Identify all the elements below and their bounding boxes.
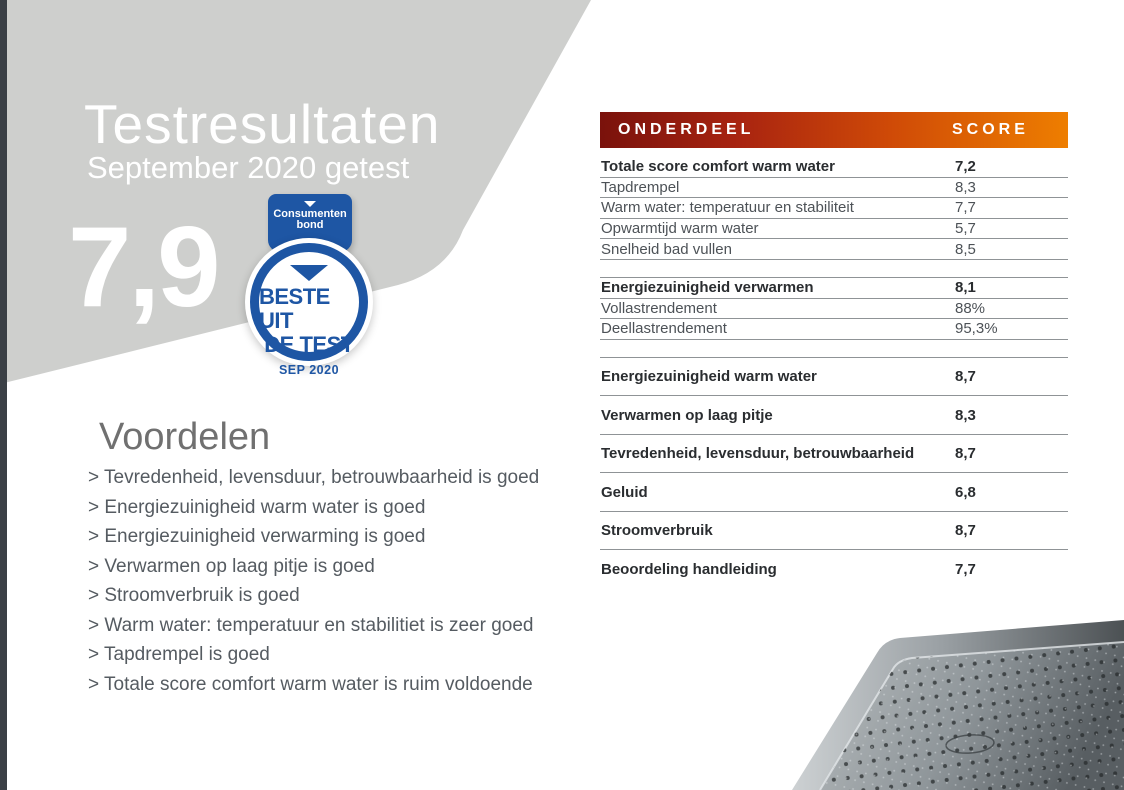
table-body: Totale score comfort warm water 7,2 Tapdre… <box>600 157 1068 588</box>
header-onderdeel: ONDERDEEL <box>618 121 755 138</box>
row-label: Vollastrendement <box>601 299 717 317</box>
table-row: Totale score comfort warm water 7,2 <box>600 157 1068 178</box>
voordelen-item: > Warm water: temperatuur en stabilitiet… <box>88 614 534 636</box>
row-score: 8,5 <box>955 240 976 258</box>
badge-ring: BESTE UIT DE TEST SEP 2020 <box>250 243 368 377</box>
row-label: Opwarmtijd warm water <box>601 220 759 238</box>
table-row: Snelheid bad vullen 8,5 <box>600 239 1068 260</box>
award-text-line2: DE TEST <box>264 332 354 357</box>
table-row: Warm water: temperatuur en stabiliteit 7,… <box>600 198 1068 219</box>
left-edge-bar <box>0 0 7 790</box>
page-subtitle: September 2020 getest <box>87 150 410 185</box>
row-label: Beoordeling handleiding <box>601 560 777 578</box>
row-score: 7,2 <box>955 158 976 176</box>
row-label: Verwarmen op laag pitje <box>601 406 773 424</box>
brand-name-line2: bond <box>296 219 324 231</box>
table-section: Energiezuinigheid warm water 8,7 Verwarmen… <box>600 356 1068 588</box>
page-title: Testresultaten <box>84 93 441 155</box>
row-label: Geluid <box>601 483 648 501</box>
award-text-line1: BESTE UIT <box>259 284 330 333</box>
row-score: 8,7 <box>955 445 976 462</box>
header-score: SCORE <box>952 121 1029 138</box>
table-row: Tapdrempel 8,3 <box>600 178 1068 199</box>
row-score: 8,3 <box>955 406 976 424</box>
overall-score: 7,9 <box>68 204 220 331</box>
row-score: 5,7 <box>955 220 976 238</box>
voordelen-item: > Stroomverbruik is goed <box>88 585 300 606</box>
row-score: 8,7 <box>955 368 976 385</box>
gray-swoosh-shape <box>0 0 591 384</box>
table-row: Stroomverbruik 8,7 <box>600 512 1068 551</box>
table-section: Totale score comfort warm water 7,2 Tapdre… <box>600 157 1068 260</box>
table-section: Energiezuinigheid verwarmen 8,1 Vollastren… <box>600 276 1068 340</box>
brand-name-line1: Consumenten <box>273 208 347 220</box>
table-row: Opwarmtijd warm water 5,7 <box>600 219 1068 240</box>
shower-logo-oval <box>945 734 995 754</box>
beste-uit-de-test-badge: BESTE UIT DE TEST SEP 2020 <box>245 238 373 377</box>
voordelen-item: > Verwarmen op laag pitje is goed <box>88 555 375 577</box>
row-score: 8,3 <box>955 178 976 196</box>
row-label: Energiezuinigheid warm water <box>601 368 817 385</box>
table-row: Verwarmen op laag pitje 8,3 <box>600 396 1068 435</box>
voordelen-list: > Tevredenheid, levensduur, betrouwbaarh… <box>88 467 548 703</box>
row-score: 88% <box>955 299 986 317</box>
table-row: Energiezuinigheid warm water 8,7 <box>600 358 1068 397</box>
table-row: Tevredenheid, levensduur, betrouwbaarhei… <box>600 435 1068 474</box>
row-label: Snelheid bad vullen <box>601 240 732 258</box>
table-row: Beoordeling handleiding 7,7 <box>600 550 1068 588</box>
row-label: Tevredenheid, levensduur, betrouwbaarhei… <box>601 445 915 462</box>
award-date: SEP 2020 <box>278 363 340 377</box>
down-triangle-icon <box>290 265 328 281</box>
row-score: 8,1 <box>955 279 976 297</box>
row-score: 8,7 <box>955 522 976 539</box>
row-score: 7,7 <box>955 199 976 217</box>
voordelen-item: > Energiezuinigheid warm water is goed <box>88 496 426 518</box>
row-label: Warm water: temperatuur en stabiliteit <box>601 199 854 217</box>
table-row: Deellastrendement 95,3% <box>600 319 1068 340</box>
row-label: Deellastrendement <box>601 320 727 338</box>
row-label: Totale score comfort warm water <box>601 158 835 176</box>
voordelen-item: > Energiezuinigheid verwarming is goed <box>88 526 426 547</box>
row-label: Tapdrempel <box>601 178 680 196</box>
table-header: ONDERDEEL SCORE <box>600 112 1068 148</box>
voordelen-item: > Tapdrempel is goed <box>88 644 270 665</box>
table-row: Energiezuinigheid verwarmen 8,1 <box>600 278 1068 299</box>
table-row: Vollastrendement 88% <box>600 299 1068 320</box>
voordelen-item: > Totale score comfort warm water is rui… <box>88 673 533 695</box>
score-table: ONDERDEEL SCORE Totale score comfort war… <box>600 112 1068 588</box>
table-row: Geluid 6,8 <box>600 473 1068 512</box>
row-score: 95,3% <box>955 320 998 338</box>
row-label: Energiezuinigheid verwarmen <box>601 279 814 297</box>
shower-head-photo <box>792 620 1124 790</box>
row-label: Stroomverbruik <box>601 522 713 539</box>
down-triangle-icon <box>304 201 316 207</box>
row-score: 7,7 <box>955 560 976 578</box>
voordelen-heading: Voordelen <box>99 416 271 458</box>
voordelen-item: > Tevredenheid, levensduur, betrouwbaarh… <box>88 467 540 488</box>
row-score: 6,8 <box>955 483 976 501</box>
